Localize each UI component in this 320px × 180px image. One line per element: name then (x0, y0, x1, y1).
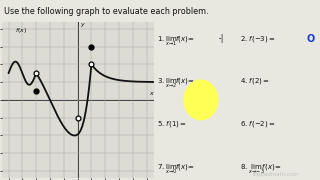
Text: 6. $f(-2) = $: 6. $f(-2) = $ (240, 119, 276, 129)
Text: 5. $f(1) = $: 5. $f(1) = $ (157, 119, 187, 129)
Text: Use the following graph to evaluate each problem.: Use the following graph to evaluate each… (4, 7, 208, 16)
Text: 8. $\lim_{x\to -3}\!f(x) = $: 8. $\lim_{x\to -3}\!f(x) = $ (240, 163, 281, 176)
Text: O: O (307, 34, 315, 44)
Text: $x$: $x$ (149, 91, 156, 97)
Text: 1. $\lim_{x\to 1}\!f(x) = $: 1. $\lim_{x\to 1}\!f(x) = $ (157, 34, 195, 48)
Text: $y$: $y$ (80, 21, 86, 29)
Text: 2. $f(-3) = $: 2. $f(-3) = $ (240, 34, 276, 44)
Text: -|: -| (219, 34, 224, 43)
Ellipse shape (184, 80, 218, 120)
Text: 4. $f(2) = $: 4. $f(2) = $ (240, 76, 270, 86)
Text: $f(x)$: $f(x)$ (15, 26, 28, 35)
Text: 3. $\lim_{x\to 2}\!f(x) = $: 3. $\lim_{x\to 2}\!f(x) = $ (157, 76, 195, 90)
Text: 7. $\lim_{x\to 0}\!f(x) = $: 7. $\lim_{x\to 0}\!f(x) = $ (157, 163, 195, 176)
Text: flippedmath.com: flippedmath.com (253, 172, 300, 177)
